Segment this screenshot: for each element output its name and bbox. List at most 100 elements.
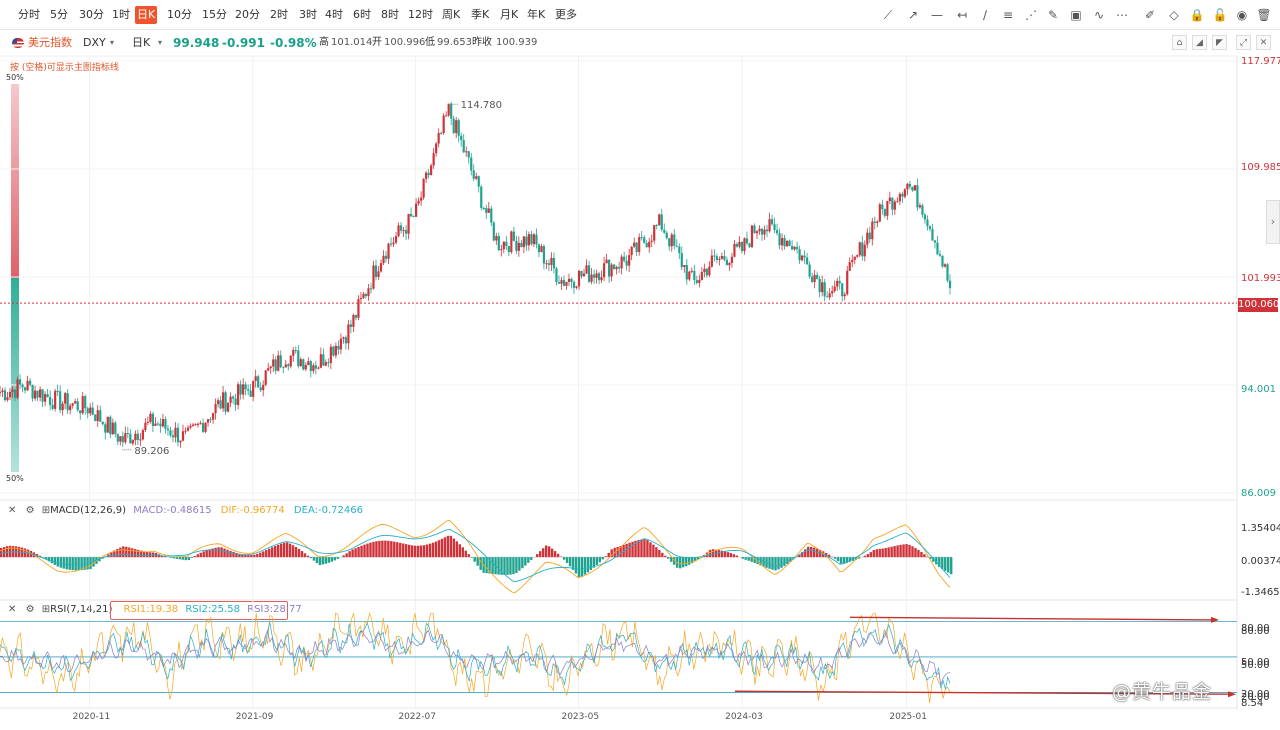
timeframe-17[interactable]: 年K: [527, 8, 546, 21]
macd-bar-99: [294, 547, 298, 558]
candle-body-16: [39, 389, 42, 398]
candle-body-98: [244, 384, 247, 390]
candle-body-93: [232, 396, 235, 399]
candle-body-181: [452, 118, 455, 134]
horizontal-ray-icon[interactable]: ↤: [956, 8, 968, 22]
timeframe-13[interactable]: 12时: [408, 8, 433, 21]
candle-body-38: [94, 414, 97, 422]
macd-bar-263: [783, 557, 786, 567]
edit-icon[interactable]: ✐: [1144, 8, 1156, 22]
eraser-icon[interactable]: ◇: [1169, 8, 1179, 22]
macd-bar-292: [869, 552, 872, 558]
macd-bar-123: [366, 543, 369, 558]
timeframe-10[interactable]: 4时: [325, 8, 343, 21]
timeframe-5[interactable]: 10分: [167, 8, 192, 21]
macd-bar-251: [747, 557, 750, 561]
candle-body-216: [540, 246, 543, 253]
brush-icon[interactable]: ✎: [1047, 8, 1059, 22]
candle-body-135: [337, 345, 340, 350]
candle-body-187: [467, 151, 470, 158]
macd-bar-95: [282, 542, 286, 558]
timeframe-18[interactable]: 更多: [555, 8, 577, 21]
candle-body-347: [868, 232, 871, 240]
candle-body-191: [477, 176, 480, 187]
rsi-axis-label-50: 50.00: [1241, 657, 1270, 668]
candle-body-3: [6, 397, 9, 401]
candle-body-349: [873, 221, 876, 223]
timeframe-4[interactable]: 日K: [135, 6, 158, 24]
symbol-code[interactable]: DXY: [83, 36, 106, 49]
candle-body-374: [936, 242, 939, 255]
macd-bar-134: [399, 542, 402, 558]
wave-icon[interactable]: ∿: [1093, 8, 1105, 22]
lock-icon[interactable]: 🔒: [1189, 8, 1205, 22]
fib-icon[interactable]: ≡: [1002, 8, 1014, 22]
candle-body-328: [821, 282, 824, 293]
annotation-label-1: 89.206: [134, 446, 169, 457]
candle-body-17: [41, 389, 44, 402]
timeframe-1[interactable]: 5分: [50, 8, 68, 21]
timeframe-7[interactable]: 20分: [235, 8, 260, 21]
candle-body-130: [324, 362, 327, 366]
macd-bar-143: [425, 544, 429, 558]
expand-icon[interactable]: ⊞: [41, 604, 51, 615]
trend-line-icon[interactable]: ⟋: [883, 8, 893, 22]
symbol-dropdown-icon[interactable]: ▾: [110, 38, 115, 47]
macd-bar-189: [562, 557, 566, 560]
candle-body-302: [755, 231, 759, 234]
horizontal-line-icon[interactable]: —: [931, 8, 943, 22]
image-icon[interactable]: ▣: [1070, 8, 1082, 22]
macd-bar-178: [530, 557, 533, 560]
candle-body-318: [795, 246, 799, 250]
trash-icon[interactable]: 🗑: [1256, 8, 1272, 22]
symbol-name[interactable]: 美元指数: [28, 36, 72, 49]
candle-body-209: [522, 236, 525, 248]
timeframe-3[interactable]: 1时: [112, 8, 130, 21]
more-icon[interactable]: ⋯: [1116, 8, 1128, 22]
candle-body-327: [818, 278, 821, 293]
candle-body-143: [357, 299, 360, 318]
timeframe-16[interactable]: 月K: [500, 8, 519, 21]
ray-icon[interactable]: ↗: [907, 8, 919, 22]
candle-body-69: [171, 435, 175, 438]
macd-bar-297: [884, 548, 887, 558]
timeframe-14[interactable]: 周K: [442, 8, 461, 21]
fullscreen-icon[interactable]: ⤢: [1236, 35, 1251, 50]
candle-body-163: [407, 213, 410, 234]
eye-icon[interactable]: ◉: [1236, 8, 1248, 22]
candle-body-95: [237, 384, 240, 405]
chart-tool-icon-1[interactable]: ⌂: [1172, 35, 1187, 50]
period-select[interactable]: 日K: [132, 36, 151, 49]
settings-icon[interactable]: ⚙: [25, 604, 35, 615]
candle-body-198: [495, 236, 498, 241]
timeframe-11[interactable]: 6时: [353, 8, 371, 21]
prev-close-value: 100.939: [496, 37, 538, 48]
timeframe-12[interactable]: 8时: [381, 8, 399, 21]
period-dropdown-icon[interactable]: ▾: [158, 38, 163, 47]
candle-body-26: [64, 393, 67, 404]
timeframe-6[interactable]: 15分: [202, 8, 227, 21]
fan-icon[interactable]: ⋰: [1025, 8, 1037, 22]
expand-icon[interactable]: ⊞: [41, 505, 51, 516]
chart-tool-icon-3[interactable]: ◤: [1212, 35, 1227, 50]
close-icon[interactable]: ✕: [8, 604, 17, 615]
timeframe-15[interactable]: 季K: [471, 8, 490, 21]
timeframe-8[interactable]: 2时: [270, 8, 288, 21]
candle-body-39: [96, 410, 99, 422]
macd-bar-17: [50, 557, 54, 564]
macd-bar-262: [780, 557, 783, 568]
settings-icon[interactable]: ⚙: [25, 505, 35, 516]
chart-tool-icon-2[interactable]: ◢: [1192, 35, 1207, 50]
timeframe-9[interactable]: 3时: [299, 8, 317, 21]
close-icon[interactable]: ✕: [8, 505, 17, 516]
close-icon[interactable]: ✕: [1256, 35, 1271, 50]
candle-body-148: [369, 288, 373, 290]
candle-body-223: [557, 282, 561, 284]
candle-body-300: [750, 225, 754, 247]
timeframe-0[interactable]: 分时: [18, 8, 40, 21]
segment-icon[interactable]: ∕: [982, 8, 988, 22]
unlock-icon[interactable]: 🔓: [1212, 8, 1228, 22]
timeframe-2[interactable]: 30分: [79, 8, 104, 21]
candle-body-341: [853, 256, 856, 260]
